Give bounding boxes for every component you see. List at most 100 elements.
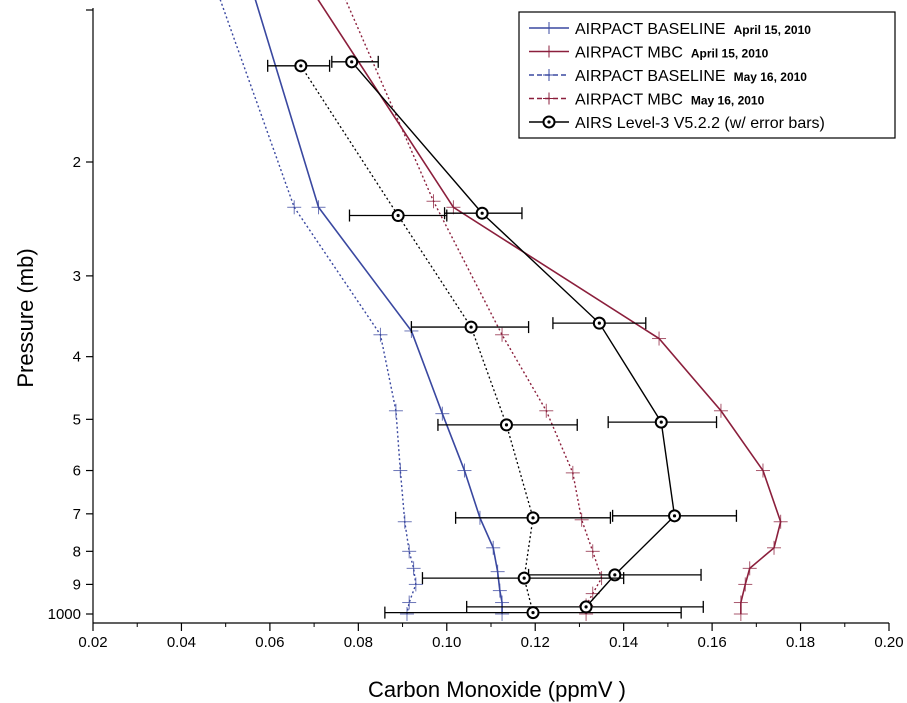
legend-label: AIRPACT MBC May 16, 2010	[575, 92, 765, 109]
circle-marker	[499, 418, 513, 432]
plus-marker	[773, 514, 788, 529]
airs-line	[351, 61, 676, 608]
circle-marker	[517, 571, 531, 585]
legend: AIRPACT BASELINE April 15, 2010 AIRPACT MB…	[518, 11, 896, 139]
circle-marker	[526, 606, 540, 620]
plus-marker	[373, 327, 388, 342]
plus-marker	[585, 544, 600, 559]
circle-marker	[475, 206, 489, 220]
circle-marker	[526, 511, 540, 525]
plus-marker	[402, 595, 417, 610]
plus-marker	[311, 200, 326, 215]
plus-marker	[406, 561, 421, 576]
plus-marker	[435, 406, 450, 421]
legend-date: April 15, 2010	[734, 23, 812, 37]
circle-dot	[299, 64, 303, 68]
legend-entry: AIRPACT BASELINE April 15, 2010	[529, 21, 811, 38]
circle-dot	[531, 516, 535, 520]
plus-marker	[287, 200, 302, 215]
plus-marker	[397, 514, 412, 529]
circle-dot	[584, 605, 588, 609]
circle-marker	[592, 316, 606, 330]
plus-marker	[495, 607, 510, 621]
plus-marker	[393, 463, 408, 478]
plus-marker	[733, 607, 748, 621]
y-axis-title: Pressure (mb)	[13, 248, 38, 387]
plus-marker	[767, 540, 782, 555]
y-tick-label: 9	[73, 576, 81, 593]
legend-date: April 15, 2010	[691, 47, 769, 61]
legend-box	[518, 11, 896, 139]
circle-dot	[659, 420, 663, 424]
axes-layer: 0.02 0.04 0.06 0.08 0.10 0.12 0.14 0.16 0.18 0.20…	[48, 8, 904, 651]
plus-marker	[495, 327, 510, 342]
legend-date: May 16, 2010	[691, 94, 765, 108]
plus-marker	[492, 583, 507, 598]
plus-marker	[574, 512, 589, 527]
x-tick-label: 0.16	[698, 634, 727, 651]
circle-marker	[294, 59, 308, 73]
series-0	[254, 0, 510, 621]
y-tick-label: 4	[73, 349, 81, 366]
circle-dot	[469, 325, 473, 329]
circle-dot	[522, 576, 526, 580]
circle-dot	[480, 211, 484, 215]
y-tick-label: 5	[73, 411, 81, 428]
x-tick-label: 0.08	[344, 634, 373, 651]
x-tick-label: 0.20	[874, 634, 903, 651]
legend-label: AIRPACT BASELINE April 15, 2010	[575, 21, 811, 38]
circle-dot	[350, 60, 354, 64]
plus-marker	[457, 463, 472, 478]
x-tick-label: 0.10	[432, 634, 461, 651]
plus-marker	[490, 564, 505, 579]
y-tick-label: 6	[73, 463, 81, 480]
plus-marker	[408, 577, 423, 592]
plus-marker	[539, 403, 554, 418]
circle-dot	[396, 213, 400, 218]
circle-marker	[654, 415, 668, 429]
circle-marker	[345, 55, 359, 69]
y-tick-label: 3	[73, 268, 81, 285]
y-tick-label: 1000	[48, 606, 81, 623]
plus-marker	[426, 194, 441, 209]
series-line	[344, 0, 603, 614]
plus-marker	[486, 540, 501, 555]
y-tick-label: 2	[73, 154, 81, 171]
y-tick-label: 7	[73, 506, 81, 523]
series-1	[317, 0, 788, 621]
circle-dot	[597, 321, 601, 325]
series-layer	[219, 0, 788, 621]
legend-entry: AIRPACT MBC May 16, 2010	[529, 92, 765, 109]
circle-marker	[391, 209, 405, 223]
x-tick-label: 0.14	[609, 634, 638, 651]
x-tick-label: 0.12	[521, 634, 550, 651]
circle-dot	[613, 573, 617, 577]
x-tick-label: 0.02	[78, 634, 107, 651]
legend-entry: AIRPACT BASELINE May 16, 2010	[529, 68, 807, 85]
legend-entry: AIRS Level-3 V5.2.2 (w/ error bars)	[529, 115, 825, 132]
plus-marker	[565, 465, 580, 480]
airs-series-0	[331, 55, 738, 614]
legend-label: AIRS Level-3 V5.2.2 (w/ error bars)	[575, 115, 825, 132]
x-tick-label: 0.06	[255, 634, 284, 651]
circle-dot	[672, 514, 677, 518]
legend-circle-dot	[547, 120, 551, 124]
circle-marker	[579, 600, 593, 614]
series-2	[219, 0, 423, 621]
airs-line	[300, 65, 534, 613]
airs-layer	[267, 55, 738, 620]
circle-dot	[504, 423, 509, 427]
x-tick-label: 0.04	[167, 634, 196, 651]
plus-marker	[738, 577, 753, 592]
y-tick-label: 8	[73, 543, 81, 560]
x-tick-label: 0.18	[786, 634, 815, 651]
x-axis-title: Carbon Monoxide (ppmV )	[368, 677, 626, 702]
legend-label: AIRPACT MBC April 15, 2010	[575, 45, 769, 62]
plus-marker	[388, 403, 403, 418]
plus-marker	[399, 607, 414, 621]
legend-entry: AIRPACT MBC April 15, 2010	[529, 45, 769, 62]
legend-date: May 16, 2010	[734, 70, 808, 84]
plus-marker	[713, 403, 728, 418]
